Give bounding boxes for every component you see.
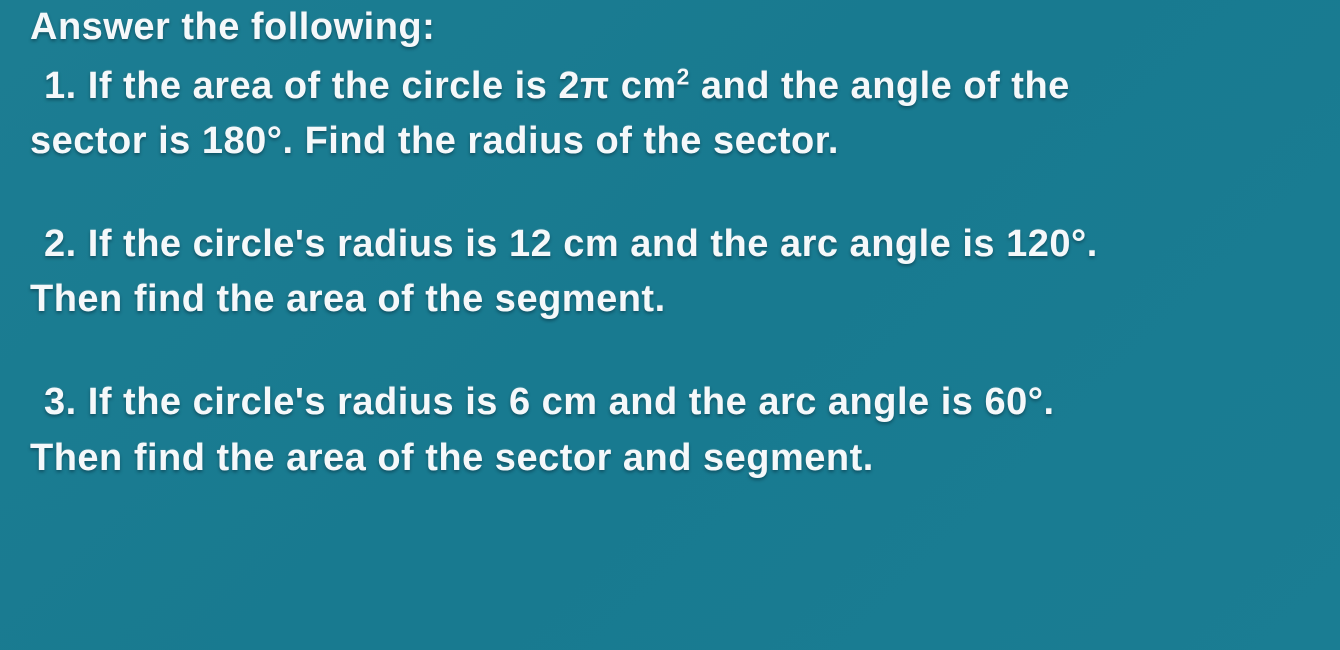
question-2-text: If the circle's radius is 12 cm and the … — [88, 223, 1098, 265]
question-3-number: 3. — [44, 381, 77, 423]
question-1-line1: 1. If the area of the circle is 2π cm2 a… — [30, 59, 1310, 114]
question-2: 2. If the circle's radius is 12 cm and t… — [30, 217, 1310, 327]
question-3-line2: Then find the area of the sector and seg… — [30, 431, 1310, 486]
question-2-line2: Then find the area of the segment. — [30, 272, 1310, 327]
heading: Answer the following: — [30, 0, 1310, 55]
document-content: Answer the following: 1. If the area of … — [30, 0, 1310, 486]
question-3-text: If the circle's radius is 6 cm and the a… — [88, 381, 1055, 423]
question-1-superscript: 2 — [677, 63, 690, 89]
question-1-number: 1. — [44, 65, 77, 107]
question-2-line1: 2. If the circle's radius is 12 cm and t… — [30, 217, 1310, 272]
question-1-line2: sector is 180°. Find the radius of the s… — [30, 114, 1310, 169]
question-3-line1: 3. If the circle's radius is 6 cm and th… — [30, 375, 1310, 430]
question-1-text-after: and the angle of the — [690, 65, 1070, 107]
question-3: 3. If the circle's radius is 6 cm and th… — [30, 375, 1310, 485]
question-1: 1. If the area of the circle is 2π cm2 a… — [30, 59, 1310, 169]
question-2-number: 2. — [44, 223, 77, 265]
question-1-text-before: If the area of the circle is 2π cm — [88, 65, 677, 107]
